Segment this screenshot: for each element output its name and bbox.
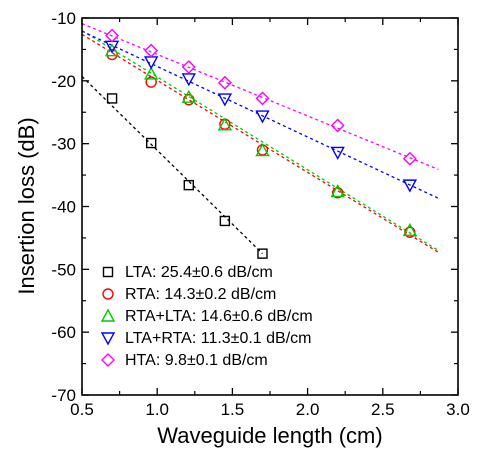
legend-label: LTA: 25.4±0.6 dB/cm	[125, 264, 273, 281]
data-markers	[104, 28, 418, 259]
legend-marker-triangle-down	[100, 332, 116, 346]
data-point-triangle-down	[330, 146, 345, 160]
data-point-triangle-down	[144, 56, 159, 70]
x-tick-labels: 0.5 1.0 1.5 2.0 2.5 3.0	[70, 400, 470, 419]
fit-line-diamond	[81, 23, 439, 171]
data-point-triangle-up	[217, 117, 233, 131]
data-point-triangle-down	[255, 110, 270, 124]
legend-label: HTA: 9.8±0.1 dB/cm	[125, 352, 268, 369]
axis-ticks	[81, 17, 459, 396]
data-point-triangle-up	[255, 143, 270, 157]
data-point-triangle-up	[144, 66, 159, 80]
data-point-square	[106, 93, 118, 104]
data-point-circle	[331, 186, 344, 199]
y-tick-label: -40	[51, 198, 76, 217]
x-tick-label: 1.5	[221, 400, 245, 419]
data-point-square	[219, 215, 231, 227]
data-point-diamond	[255, 91, 270, 106]
y-tick-label: -20	[51, 72, 76, 91]
data-point-diamond	[330, 118, 345, 133]
data-point-triangle-up	[181, 89, 196, 103]
data-point-circle	[145, 76, 157, 88]
legend-marker-circle	[102, 288, 114, 300]
data-point-triangle-up	[402, 222, 418, 237]
data-point-square	[257, 248, 268, 259]
y-tick-label: -70	[51, 386, 76, 405]
legend-label: LTA+RTA: 11.3±0.1 dB/cm	[125, 330, 312, 347]
data-point-triangle-down	[402, 179, 418, 193]
fit-line-circle	[81, 33, 439, 253]
y-tick-label: -30	[51, 135, 76, 154]
data-point-diamond	[181, 60, 196, 74]
data-point-square	[183, 179, 194, 191]
legend-label: RTA+LTA: 14.6±0.6 dB/cm	[125, 308, 313, 325]
x-tick-label: 2.0	[296, 400, 320, 419]
y-tick-label: -60	[51, 323, 76, 342]
fit-line-triangle-up	[81, 30, 439, 252]
x-tick-label: 1.0	[145, 400, 169, 419]
legend-label: RTA: 14.3±0.2 dB/cm	[125, 286, 276, 303]
legend-marker-square	[102, 266, 114, 278]
data-point-diamond	[144, 43, 159, 58]
fit-line-triangle-down	[81, 30, 439, 199]
data-point-square	[145, 137, 157, 149]
data-point-diamond	[105, 28, 120, 43]
fit-line-square	[81, 75, 263, 255]
data-point-triangle-up	[104, 43, 120, 57]
data-point-diamond	[402, 151, 417, 166]
data-point-diamond	[217, 75, 232, 90]
data-point-triangle-up	[330, 183, 345, 198]
x-axis-title: Waveguide length (cm)	[157, 423, 382, 448]
fit-lines	[81, 23, 439, 255]
y-tick-label: -10	[51, 9, 76, 28]
data-point-triangle-down	[217, 93, 233, 107]
x-tick-label: 3.0	[446, 400, 470, 419]
x-tick-label: 0.5	[70, 400, 94, 419]
x-tick-label: 2.5	[371, 400, 395, 419]
y-tick-label: -50	[51, 260, 76, 279]
y-axis-title: Insertion loss (dB)	[14, 117, 39, 294]
legend: LTA: 25.4±0.6 dB/cm RTA: 14.3±0.2 dB/cm RT…	[100, 264, 313, 369]
legend-marker-diamond	[101, 353, 115, 367]
legend-marker-triangle-up	[100, 308, 116, 322]
y-tick-labels: -10 -20 -30 -40 -50 -60 -70	[51, 9, 76, 405]
